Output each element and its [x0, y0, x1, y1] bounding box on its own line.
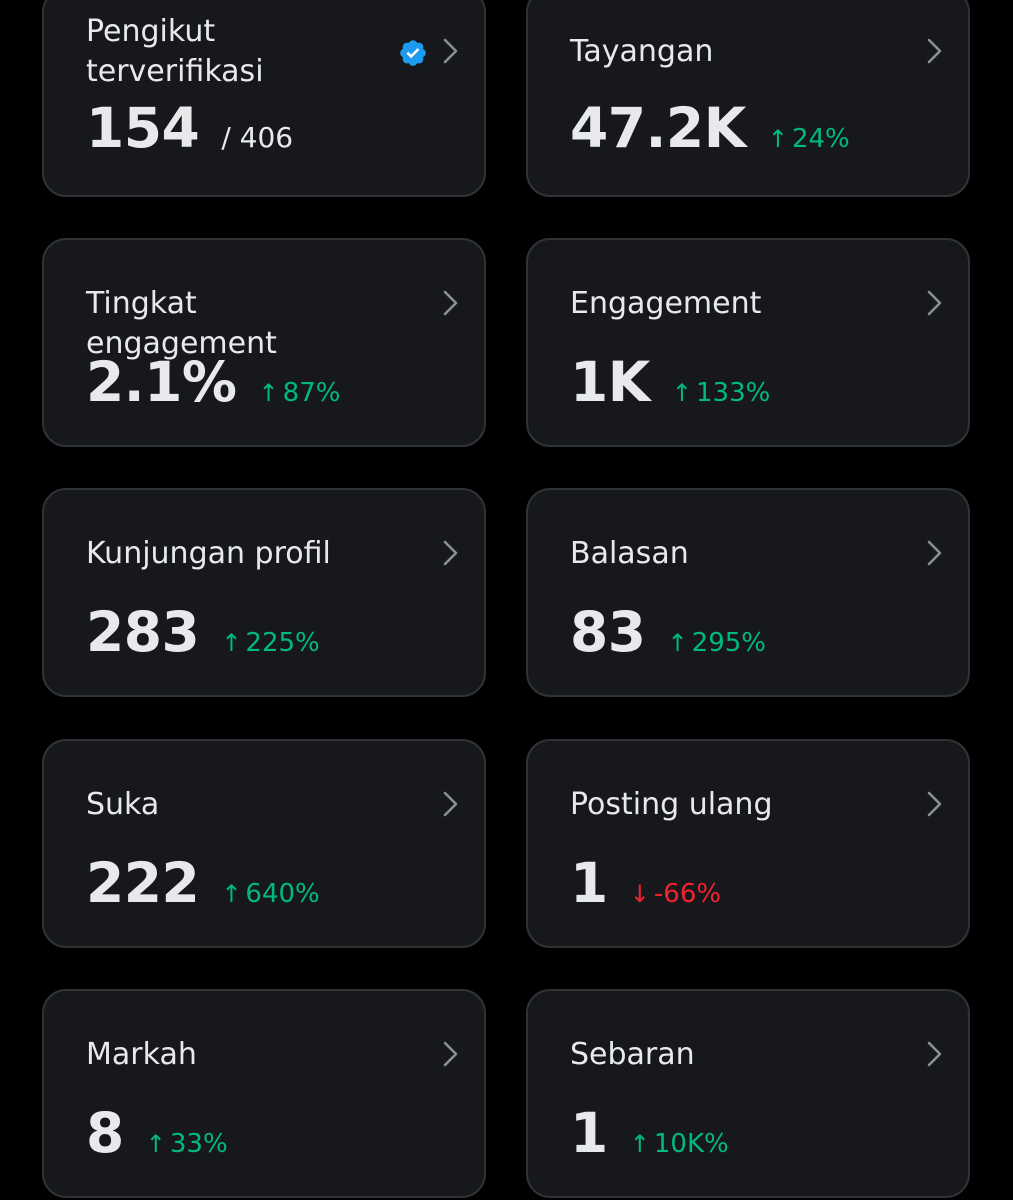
- metric-change-value: 10K%: [653, 1129, 729, 1159]
- metric-value-line: 83 ↑ 295%: [570, 602, 766, 662]
- metric-value-line: 283 ↑ 225%: [86, 602, 320, 662]
- trend-up-arrow-icon: ↑: [258, 379, 279, 407]
- trend-up-arrow-icon: ↑: [629, 1130, 650, 1158]
- metric-value-line: 154 / 406: [86, 98, 293, 158]
- trend-up-arrow-icon: ↑: [221, 629, 242, 657]
- chevron-right-icon: [927, 1041, 942, 1067]
- chevron-right-icon: [443, 540, 458, 566]
- metric-card-replies[interactable]: Balasan 83 ↑ 295%: [526, 488, 970, 697]
- metric-label: Balasan: [570, 536, 689, 571]
- chevron-right-icon: [927, 540, 942, 566]
- metric-card-verified-followers[interactable]: Pengikut terverifikasi 154 / 406: [42, 0, 486, 197]
- metric-card-reposts[interactable]: Posting ulang 1 ↓ -66%: [526, 739, 970, 948]
- metric-label: Suka: [86, 787, 160, 822]
- metric-change: ↑ 295%: [668, 628, 766, 658]
- metric-label: Pengikut terverifikasi: [86, 14, 264, 89]
- metric-label: Kunjungan profil: [86, 536, 331, 571]
- metric-value: 2.1%: [86, 350, 237, 414]
- metric-change-value: -66%: [653, 879, 722, 909]
- metric-label: Tayangan: [570, 34, 714, 69]
- metric-card-likes[interactable]: Suka 222 ↑ 640%: [42, 739, 486, 948]
- metric-card-engagement[interactable]: Engagement 1K ↑ 133%: [526, 238, 970, 447]
- trend-up-arrow-icon: ↑: [671, 379, 692, 407]
- metric-value-line: 2.1% ↑ 87%: [86, 352, 340, 412]
- metric-card-profile-visits[interactable]: Kunjungan profil 283 ↑ 225%: [42, 488, 486, 697]
- metric-card-impressions[interactable]: Tayangan 47.2K ↑ 24%: [526, 0, 970, 197]
- metric-value: 283: [86, 600, 200, 664]
- metric-change: ↑ 225%: [221, 628, 319, 658]
- metric-change: ↓ -66%: [630, 879, 721, 909]
- chevron-right-icon: [443, 791, 458, 817]
- chevron-right-icon: [927, 290, 942, 316]
- trend-down-arrow-icon: ↓: [629, 880, 650, 908]
- metric-change: ↑ 24%: [768, 124, 850, 154]
- metric-change-value: 640%: [245, 879, 320, 909]
- metric-value: 1K: [570, 350, 650, 414]
- metric-change: ↑ 133%: [672, 378, 770, 408]
- metric-change: ↑ 640%: [221, 879, 319, 909]
- metric-value: 222: [86, 851, 200, 915]
- metric-value: 1: [570, 1101, 608, 1165]
- metric-value-line: 47.2K ↑ 24%: [570, 98, 850, 158]
- metric-change-value: 87%: [282, 378, 341, 408]
- metric-value: 154: [86, 96, 200, 160]
- trend-up-arrow-icon: ↑: [767, 125, 788, 153]
- metric-change: ↑ 87%: [259, 378, 341, 408]
- metric-value-line: 8 ↑ 33%: [86, 1103, 228, 1163]
- metric-value-line: 1 ↑ 10K%: [570, 1103, 729, 1163]
- chevron-right-icon: [927, 791, 942, 817]
- metric-change: ↑ 10K%: [630, 1129, 729, 1159]
- metric-card-engagement-rate[interactable]: Tingkat engagement 2.1% ↑ 87%: [42, 238, 486, 447]
- metric-label: Tingkat engagement: [86, 286, 277, 361]
- metric-label: Posting ulang: [570, 787, 773, 822]
- trend-up-arrow-icon: ↑: [145, 1130, 166, 1158]
- trend-up-arrow-icon: ↑: [667, 629, 688, 657]
- chevron-right-icon: [443, 1041, 458, 1067]
- trend-up-arrow-icon: ↑: [221, 880, 242, 908]
- metric-card-shares[interactable]: Sebaran 1 ↑ 10K%: [526, 989, 970, 1198]
- chevron-right-icon: [443, 290, 458, 316]
- metric-change-value: 33%: [169, 1129, 228, 1159]
- metric-label: Engagement: [570, 286, 762, 321]
- metric-label: Sebaran: [570, 1037, 695, 1072]
- metric-value: 1: [570, 851, 608, 915]
- metric-change-value: 133%: [696, 378, 771, 408]
- metric-change: ↑ 33%: [146, 1129, 228, 1159]
- metric-card-bookmarks[interactable]: Markah 8 ↑ 33%: [42, 989, 486, 1198]
- chevron-right-icon: [927, 38, 942, 64]
- metric-total: / 406: [221, 121, 294, 154]
- metric-value: 8: [86, 1101, 124, 1165]
- metric-value-line: 222 ↑ 640%: [86, 853, 320, 913]
- metric-label: Markah: [86, 1037, 197, 1072]
- metric-change-value: 24%: [791, 124, 850, 154]
- metric-value: 47.2K: [570, 96, 746, 160]
- metric-change-value: 225%: [245, 628, 320, 658]
- chevron-right-icon: [443, 38, 458, 64]
- verified-badge-icon: [400, 40, 426, 66]
- metric-value-line: 1K ↑ 133%: [570, 352, 770, 412]
- metric-value: 83: [570, 600, 646, 664]
- metric-value-line: 1 ↓ -66%: [570, 853, 721, 913]
- metric-change-value: 295%: [691, 628, 766, 658]
